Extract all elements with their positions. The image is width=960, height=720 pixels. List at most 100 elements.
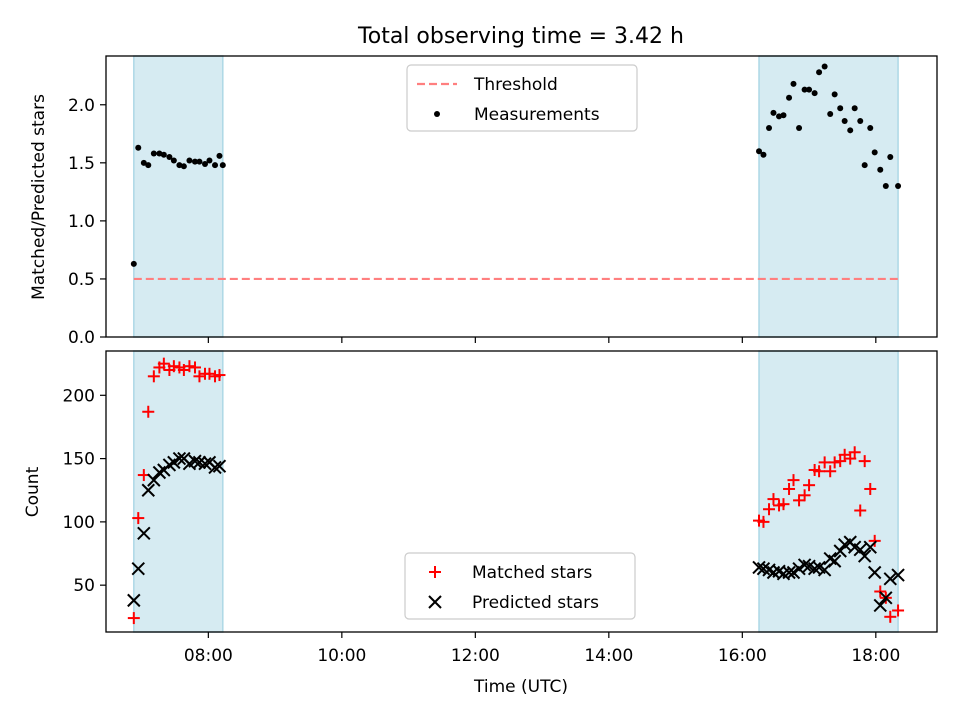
x-tick-label: 10:00: [317, 646, 366, 666]
y-tick-label: 150: [63, 450, 95, 470]
marker-stroke: [212, 459, 227, 473]
marker-stroke: [208, 460, 222, 475]
measurement-point: [770, 109, 777, 116]
marker-stroke: [756, 562, 771, 576]
marker-stroke: [857, 549, 872, 563]
marker-stroke: [853, 543, 867, 557]
matched-star-point: [763, 503, 776, 516]
predicted-star-point: [782, 565, 796, 580]
marker-stroke: [812, 560, 826, 575]
marker-stroke: [863, 540, 877, 554]
measurement-point: [857, 118, 864, 125]
marker-stroke: [883, 572, 897, 586]
matched-star-point: [767, 493, 780, 506]
y-tick-label: 2.0: [68, 96, 95, 116]
measurement-point: [882, 183, 889, 190]
x-tick-label: 12:00: [451, 646, 500, 666]
legend-label: Predicted stars: [472, 593, 599, 613]
y-tick-label: 0.5: [68, 270, 95, 290]
measurement-point: [756, 148, 763, 155]
marker-stroke: [867, 565, 882, 580]
measurement-point: [790, 80, 797, 87]
measurement-point: [811, 90, 818, 97]
measurement-point: [206, 157, 213, 164]
measurement-point: [202, 160, 209, 167]
marker-stroke: [823, 551, 837, 566]
matched-star-point: [147, 370, 160, 383]
x-tick-label: 16:00: [718, 646, 767, 666]
predicted-star-point: [797, 558, 812, 572]
measurement-point: [170, 157, 177, 164]
matched-star-point: [828, 456, 841, 469]
y-tick-label: 1.0: [68, 212, 95, 232]
measurement-point: [827, 111, 834, 118]
matched-star-point: [132, 512, 145, 525]
measurement-point: [831, 91, 838, 98]
matched-star-point: [803, 479, 816, 492]
predicted-star-point: [208, 460, 222, 475]
marker-stroke: [172, 451, 187, 466]
y-tick-label: 200: [63, 386, 95, 406]
predicted-star-point: [198, 456, 212, 471]
x-tick-label: 18:00: [851, 646, 900, 666]
predicted-star-point: [883, 572, 897, 586]
matched-star-point: [884, 610, 897, 623]
ratio-axes: 0.0 0.5 1.0 1.5 2.0 Threshold Measurements: [68, 55, 938, 348]
matched-star-point: [793, 494, 806, 507]
predicted-star-point: [147, 473, 161, 487]
y-tick-label: 100: [63, 513, 95, 533]
matched-star-point: [167, 360, 180, 373]
measurement-point: [796, 124, 803, 131]
legend-box: [404, 552, 636, 620]
measurement-point: [847, 127, 854, 134]
matched-star-point: [858, 455, 871, 468]
matched-star-point: [213, 369, 226, 382]
top-y-axis-label: Matched/Predicted stars: [29, 94, 49, 300]
marker-stroke: [891, 568, 905, 582]
predicted-star-point: [857, 549, 872, 563]
measurement-point: [186, 157, 193, 164]
marker-stroke: [198, 456, 212, 471]
measurement-point: [816, 69, 823, 76]
measurement-point: [166, 154, 173, 161]
shaded-interval-1: [758, 350, 899, 633]
chart-title: Total observing time = 3.42 h: [357, 24, 684, 49]
matched-star-point: [183, 360, 196, 373]
marker-stroke: [188, 454, 202, 468]
predicted-star-point: [127, 593, 141, 608]
measurement-point: [821, 63, 828, 70]
measurement-point: [130, 260, 137, 267]
measurement-point: [219, 162, 226, 169]
marker-stroke: [782, 565, 796, 580]
measurement-point: [212, 162, 219, 169]
measurement-point: [837, 105, 844, 112]
marker-stroke: [827, 554, 842, 568]
matched-star-point: [787, 474, 800, 487]
predicted-star-point: [752, 560, 766, 575]
predicted-star-point: [212, 459, 227, 473]
matched-star-point: [193, 370, 206, 383]
measurement-point: [216, 152, 223, 159]
predicted-star-point: [141, 483, 155, 497]
x-axis-label: Time (UTC): [473, 677, 568, 697]
predicted-star-point: [867, 565, 882, 580]
shaded-interval-1: [758, 55, 899, 338]
matched-star-point: [818, 456, 831, 469]
matched-star-point: [868, 534, 881, 547]
measurement-point: [145, 162, 152, 169]
matched-star-point: [203, 367, 216, 380]
measurement-point: [887, 154, 894, 161]
measurement-point: [786, 94, 793, 101]
predicted-star-point: [137, 526, 151, 540]
matched-star-point: [813, 465, 826, 478]
matched-star-point: [798, 489, 811, 502]
predicted-star-point: [891, 568, 905, 582]
measurement-point: [780, 112, 787, 119]
y-tick-label: 0.0: [68, 328, 95, 348]
bottom-y-axis-label: Count: [23, 466, 43, 517]
legend-predicted-swatch: [428, 595, 442, 609]
axes-frame: [105, 350, 938, 633]
x-tick-label: 14:00: [584, 646, 633, 666]
matched-star-point: [783, 482, 796, 495]
axes-frame: [105, 55, 938, 338]
